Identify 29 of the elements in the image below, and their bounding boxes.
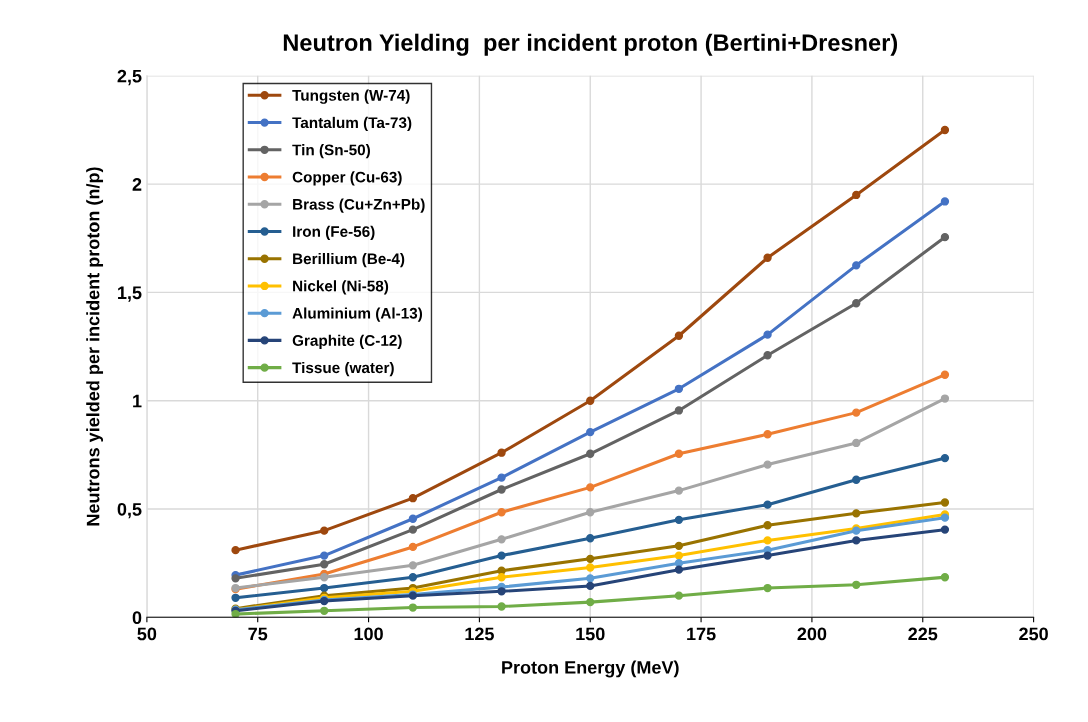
y-tick-label: 1,5	[118, 286, 142, 302]
x-tick-label: 150	[576, 627, 605, 641]
legend-label: Copper (Cu-63)	[292, 171, 402, 186]
legend-label: Aluminium (Al-13)	[292, 307, 423, 322]
y-axis-title: Neutrons yielded per incident proton (n/p)	[86, 167, 104, 526]
legend-label: Graphite (C-12)	[292, 334, 402, 349]
chart-title: Neutron Yielding per incident proton (Bertini+Dresner)	[283, 33, 898, 56]
y-tick-label: 0	[132, 611, 142, 625]
y-tick-label: 2,5	[117, 69, 142, 86]
x-tick-label: 100	[354, 627, 383, 641]
x-tick-label: 125	[465, 627, 494, 641]
legend-label: Tungsten (W-74)	[292, 89, 410, 104]
y-tick-label: 1	[133, 394, 142, 408]
x-tick-label: 75	[248, 627, 268, 641]
legend-label: Tissue (water)	[292, 361, 394, 377]
x-tick-label: 175	[687, 627, 716, 641]
y-tick-label: 0,5	[117, 502, 142, 519]
legend-label: Brass (Cu+Zn+Pb)	[293, 198, 425, 213]
legend-label: Tantalum (Ta-73)	[292, 116, 412, 132]
x-axis-title: Proton Energy (MeV)	[502, 660, 679, 678]
legend-label: Iron (Fe-56)	[293, 225, 375, 241]
legend-label: Nickel (Ni-58)	[293, 280, 389, 295]
x-tick-label: 50	[137, 627, 157, 641]
legend-label: Berillium (Be-4)	[293, 252, 405, 268]
y-tick-label: 2	[132, 178, 142, 191]
x-tick-label: 225	[908, 627, 938, 641]
legend-label: Tin (Sn-50)	[292, 144, 370, 159]
x-tick-label: 250	[1019, 627, 1048, 641]
x-tick-label: 200	[797, 627, 827, 641]
